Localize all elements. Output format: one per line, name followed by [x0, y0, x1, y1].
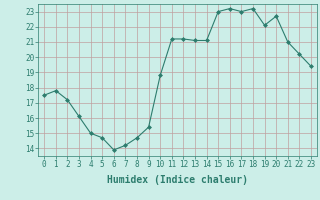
X-axis label: Humidex (Indice chaleur): Humidex (Indice chaleur): [107, 175, 248, 185]
